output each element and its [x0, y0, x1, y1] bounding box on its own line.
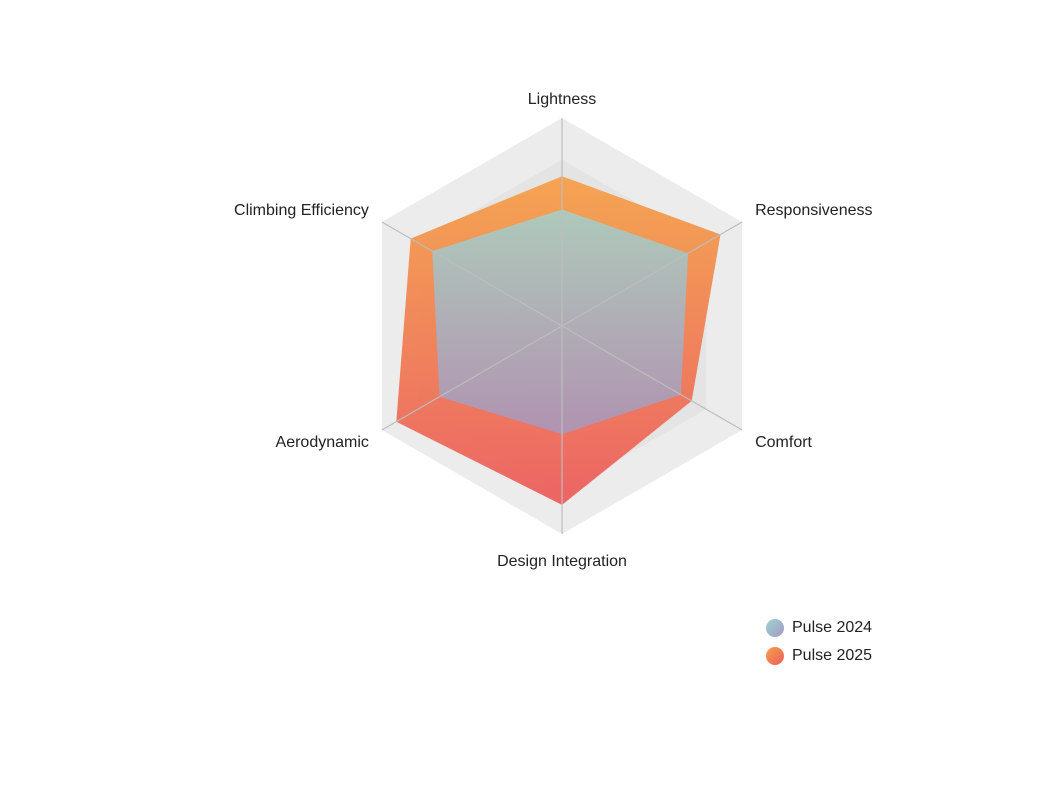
legend-item-pulse-2024[interactable]: Pulse 2024 [766, 614, 936, 642]
axis-spoke [561, 325, 743, 431]
legend-label: Pulse 2024 [792, 619, 873, 636]
legend: Pulse 2024 Pulse 2025 [766, 614, 936, 670]
legend-swatch-icon [766, 647, 784, 665]
axis-label-design-integration: Design Integration [497, 553, 627, 570]
series-area-pulse-2024[interactable] [432, 209, 689, 435]
axis-spoke [561, 221, 743, 327]
legend-swatch-icon [766, 619, 784, 637]
axis-label-aerodynamic: Aerodynamic [276, 434, 369, 451]
axis-spoke [381, 221, 563, 327]
axis-label-climbing-efficiency: Climbing Efficiency [234, 202, 369, 219]
radar-series [396, 176, 721, 505]
axis-label-lightness: Lightness [528, 91, 597, 108]
legend-label: Pulse 2025 [792, 647, 873, 664]
axis-label-responsiveness: Responsiveness [755, 202, 872, 219]
axis-labels: Lightness Responsiveness Comfort Design Int… [234, 91, 872, 570]
axis-spoke [381, 325, 563, 431]
axis-label-comfort: Comfort [755, 434, 812, 451]
legend-item-pulse-2025[interactable]: Pulse 2025 [766, 642, 936, 670]
radar-axes [381, 118, 743, 534]
